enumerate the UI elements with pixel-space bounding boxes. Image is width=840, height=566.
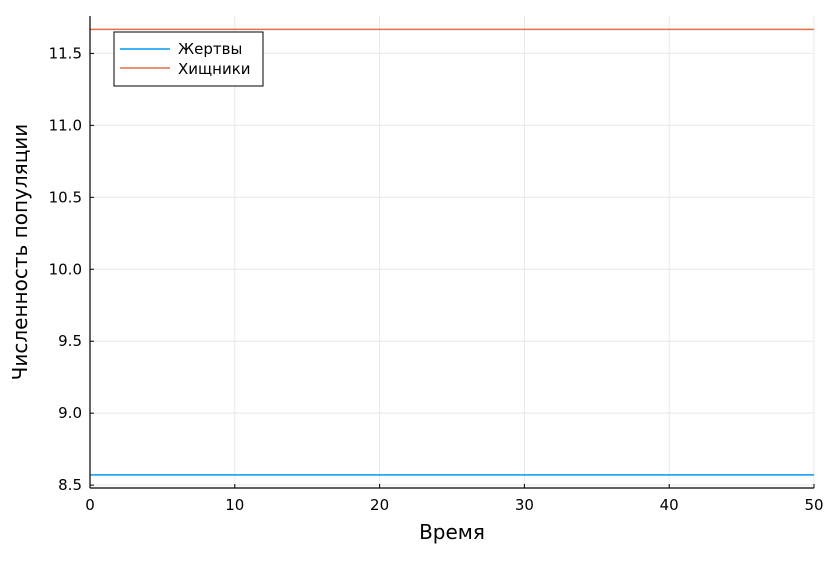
legend-box bbox=[113, 31, 264, 87]
x-tick-label: 50 bbox=[804, 496, 823, 514]
x-axis-title: Время bbox=[419, 520, 485, 544]
tick-labels: 0 10 20 30 40 50 8.5 9.0 9.5 10.0 10.5 11.0 11.5 bbox=[49, 44, 824, 514]
y-axis-title: Численность популяции bbox=[8, 124, 32, 381]
y-tick-label: 9.5 bbox=[58, 332, 82, 350]
y-tick-label: 9.0 bbox=[58, 404, 82, 422]
x-tick-label: 10 bbox=[225, 496, 244, 514]
y-tick-label: 10.5 bbox=[49, 188, 82, 206]
x-tick-label: 30 bbox=[515, 496, 534, 514]
legend: Жертвы Хищники bbox=[113, 31, 264, 87]
y-tick-label: 11.5 bbox=[49, 44, 82, 62]
plot-series bbox=[90, 28, 814, 476]
y-tick-label: 8.5 bbox=[58, 476, 82, 494]
x-tick-label: 40 bbox=[660, 496, 679, 514]
legend-label-predators: Хищники bbox=[178, 60, 251, 78]
grid bbox=[89, 16, 815, 488]
y-tick-label: 10.0 bbox=[49, 260, 82, 278]
y-tick-label: 11.0 bbox=[49, 116, 82, 134]
legend-label-prey: Жертвы bbox=[178, 40, 242, 58]
axes bbox=[89, 16, 815, 489]
x-tick-label: 20 bbox=[370, 496, 389, 514]
x-tick-label: 0 bbox=[85, 496, 95, 514]
